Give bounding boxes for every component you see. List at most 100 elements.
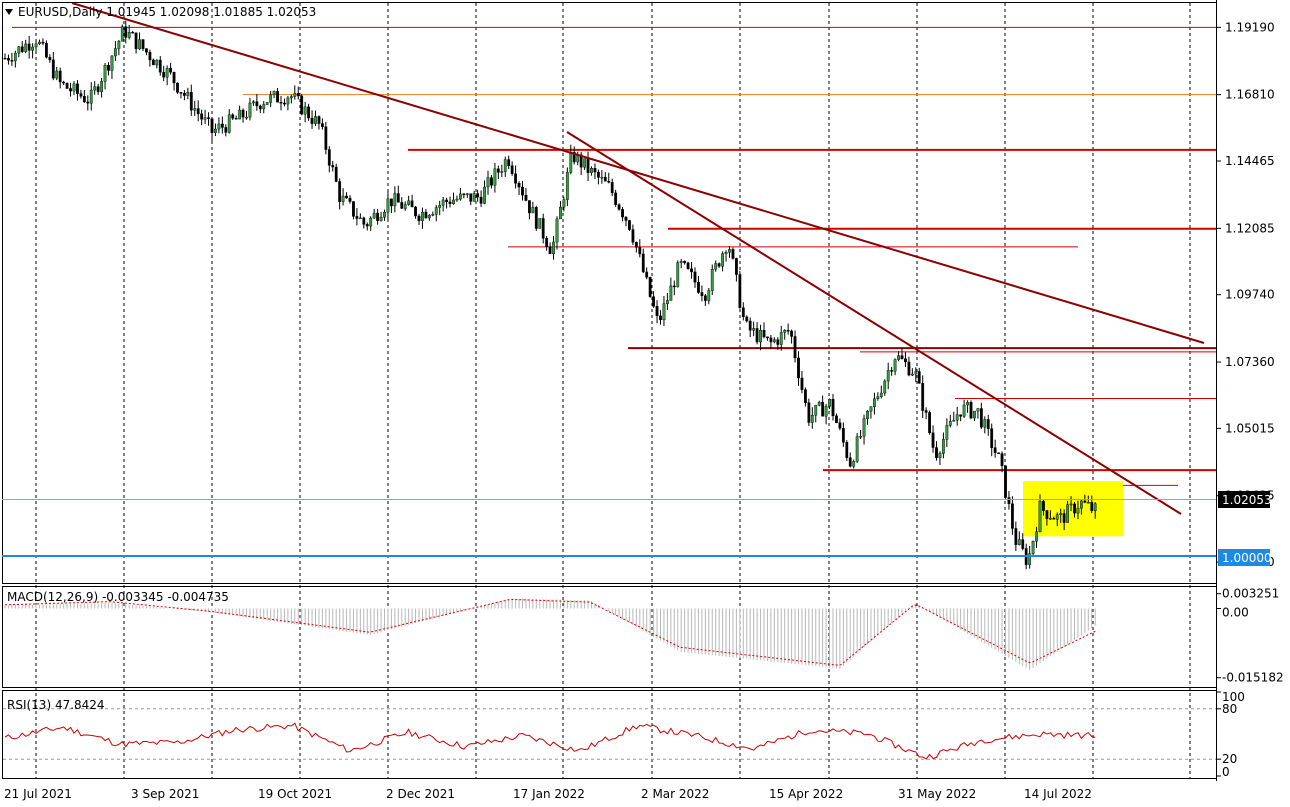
macd-tick-label: -0.015182	[1222, 671, 1284, 685]
bearish-candle	[20, 46, 24, 52]
bearish-candle	[365, 224, 369, 227]
macd-tick-label: 0.00	[1222, 606, 1249, 620]
bullish-candle	[869, 406, 873, 412]
bearish-candle	[107, 65, 110, 71]
bullish-candle	[358, 217, 362, 220]
bearish-candle	[766, 336, 769, 339]
parity-label: 1.00000	[1222, 551, 1272, 565]
short-term-trend-line	[566, 131, 1182, 515]
bearish-candle	[521, 186, 524, 196]
bullish-candle	[251, 101, 255, 104]
bearish-candle	[690, 268, 693, 273]
bearish-candle	[762, 330, 766, 338]
bullish-candle	[117, 40, 121, 49]
bearish-candle	[145, 48, 148, 53]
bearish-candle	[741, 307, 745, 318]
bullish-candle	[952, 419, 956, 422]
bearish-candle	[548, 246, 552, 255]
bullish-candle	[13, 52, 17, 62]
bullish-candle	[914, 371, 918, 375]
bearish-candle	[10, 60, 14, 62]
bearish-candle	[172, 72, 176, 84]
bearish-candle	[134, 32, 138, 50]
bullish-candle	[55, 70, 59, 79]
bearish-candle	[841, 428, 845, 443]
bullish-candle	[431, 214, 435, 216]
bullish-candle	[1017, 539, 1021, 545]
bearish-candle	[51, 59, 55, 79]
bearish-candle	[220, 123, 224, 128]
bearish-candle	[969, 402, 973, 419]
bullish-candle	[859, 435, 863, 438]
bearish-candle	[158, 59, 162, 73]
bullish-candle	[942, 439, 945, 454]
bearish-candle	[935, 447, 938, 458]
bearish-candle	[362, 217, 366, 225]
vertical-gridlines	[35, 3, 1191, 778]
consolidation-highlight-box	[1023, 481, 1123, 537]
bearish-candle	[352, 201, 355, 217]
bearish-candle	[476, 193, 480, 198]
bearish-candle	[490, 177, 493, 186]
bearish-candle	[400, 202, 404, 209]
bullish-candle	[293, 93, 297, 97]
bullish-candle	[721, 253, 725, 267]
bearish-candle	[65, 82, 69, 89]
bearish-candle	[1000, 453, 1004, 466]
bullish-candle	[1076, 507, 1080, 514]
bullish-candle	[855, 436, 859, 462]
bullish-candle	[590, 167, 593, 173]
bearish-candle	[410, 200, 414, 208]
bullish-candle	[707, 290, 711, 301]
bearish-candle	[1052, 518, 1056, 520]
bearish-candle	[528, 200, 531, 214]
bullish-candle	[407, 200, 411, 205]
bearish-candle	[196, 108, 200, 115]
price-tick-label: 1.14465	[1225, 154, 1275, 168]
bearish-candle	[541, 218, 545, 239]
bullish-candle	[852, 461, 856, 467]
bearish-candle	[58, 70, 62, 83]
bullish-candle	[427, 215, 431, 219]
bearish-candle	[1073, 503, 1076, 514]
rsi-pane[interactable]	[2, 690, 1217, 779]
bearish-candle	[993, 447, 997, 453]
bearish-candle	[424, 211, 428, 219]
bullish-candle	[486, 177, 490, 188]
bullish-candle	[93, 86, 97, 91]
bearish-candle	[517, 183, 521, 188]
bullish-candle	[455, 198, 459, 201]
bullish-candle	[1035, 531, 1038, 542]
bearish-candle	[617, 204, 621, 210]
bullish-candle	[531, 207, 535, 214]
bullish-candle	[127, 32, 131, 38]
bearish-candle	[300, 95, 304, 115]
bullish-candle	[714, 263, 718, 270]
rsi-tick-label: 100	[1222, 690, 1245, 704]
bearish-candle	[334, 166, 338, 182]
bearish-candle	[534, 207, 538, 229]
bearish-candle	[151, 59, 155, 66]
bullish-candle	[1038, 500, 1042, 532]
bullish-candle	[483, 186, 486, 204]
current-price-label: 1.02053	[1222, 493, 1272, 507]
bullish-candle	[565, 172, 569, 200]
bearish-candle	[258, 105, 262, 110]
bearish-candle	[176, 82, 179, 93]
bearish-candle	[169, 68, 172, 73]
bullish-candle	[569, 151, 573, 173]
bullish-candle	[552, 241, 555, 255]
bullish-candle	[948, 421, 952, 426]
candlesticks	[3, 20, 1097, 570]
bearish-candle	[717, 263, 721, 267]
bearish-candle	[614, 192, 618, 205]
bearish-candle	[835, 415, 838, 423]
bearish-candle	[652, 296, 656, 307]
bearish-candle	[790, 330, 794, 337]
bearish-candle	[131, 32, 135, 34]
symbol-menu-triangle-icon[interactable]	[5, 9, 13, 15]
bearish-candle	[655, 306, 659, 317]
bearish-candle	[317, 116, 321, 124]
bearish-candle	[979, 408, 983, 428]
